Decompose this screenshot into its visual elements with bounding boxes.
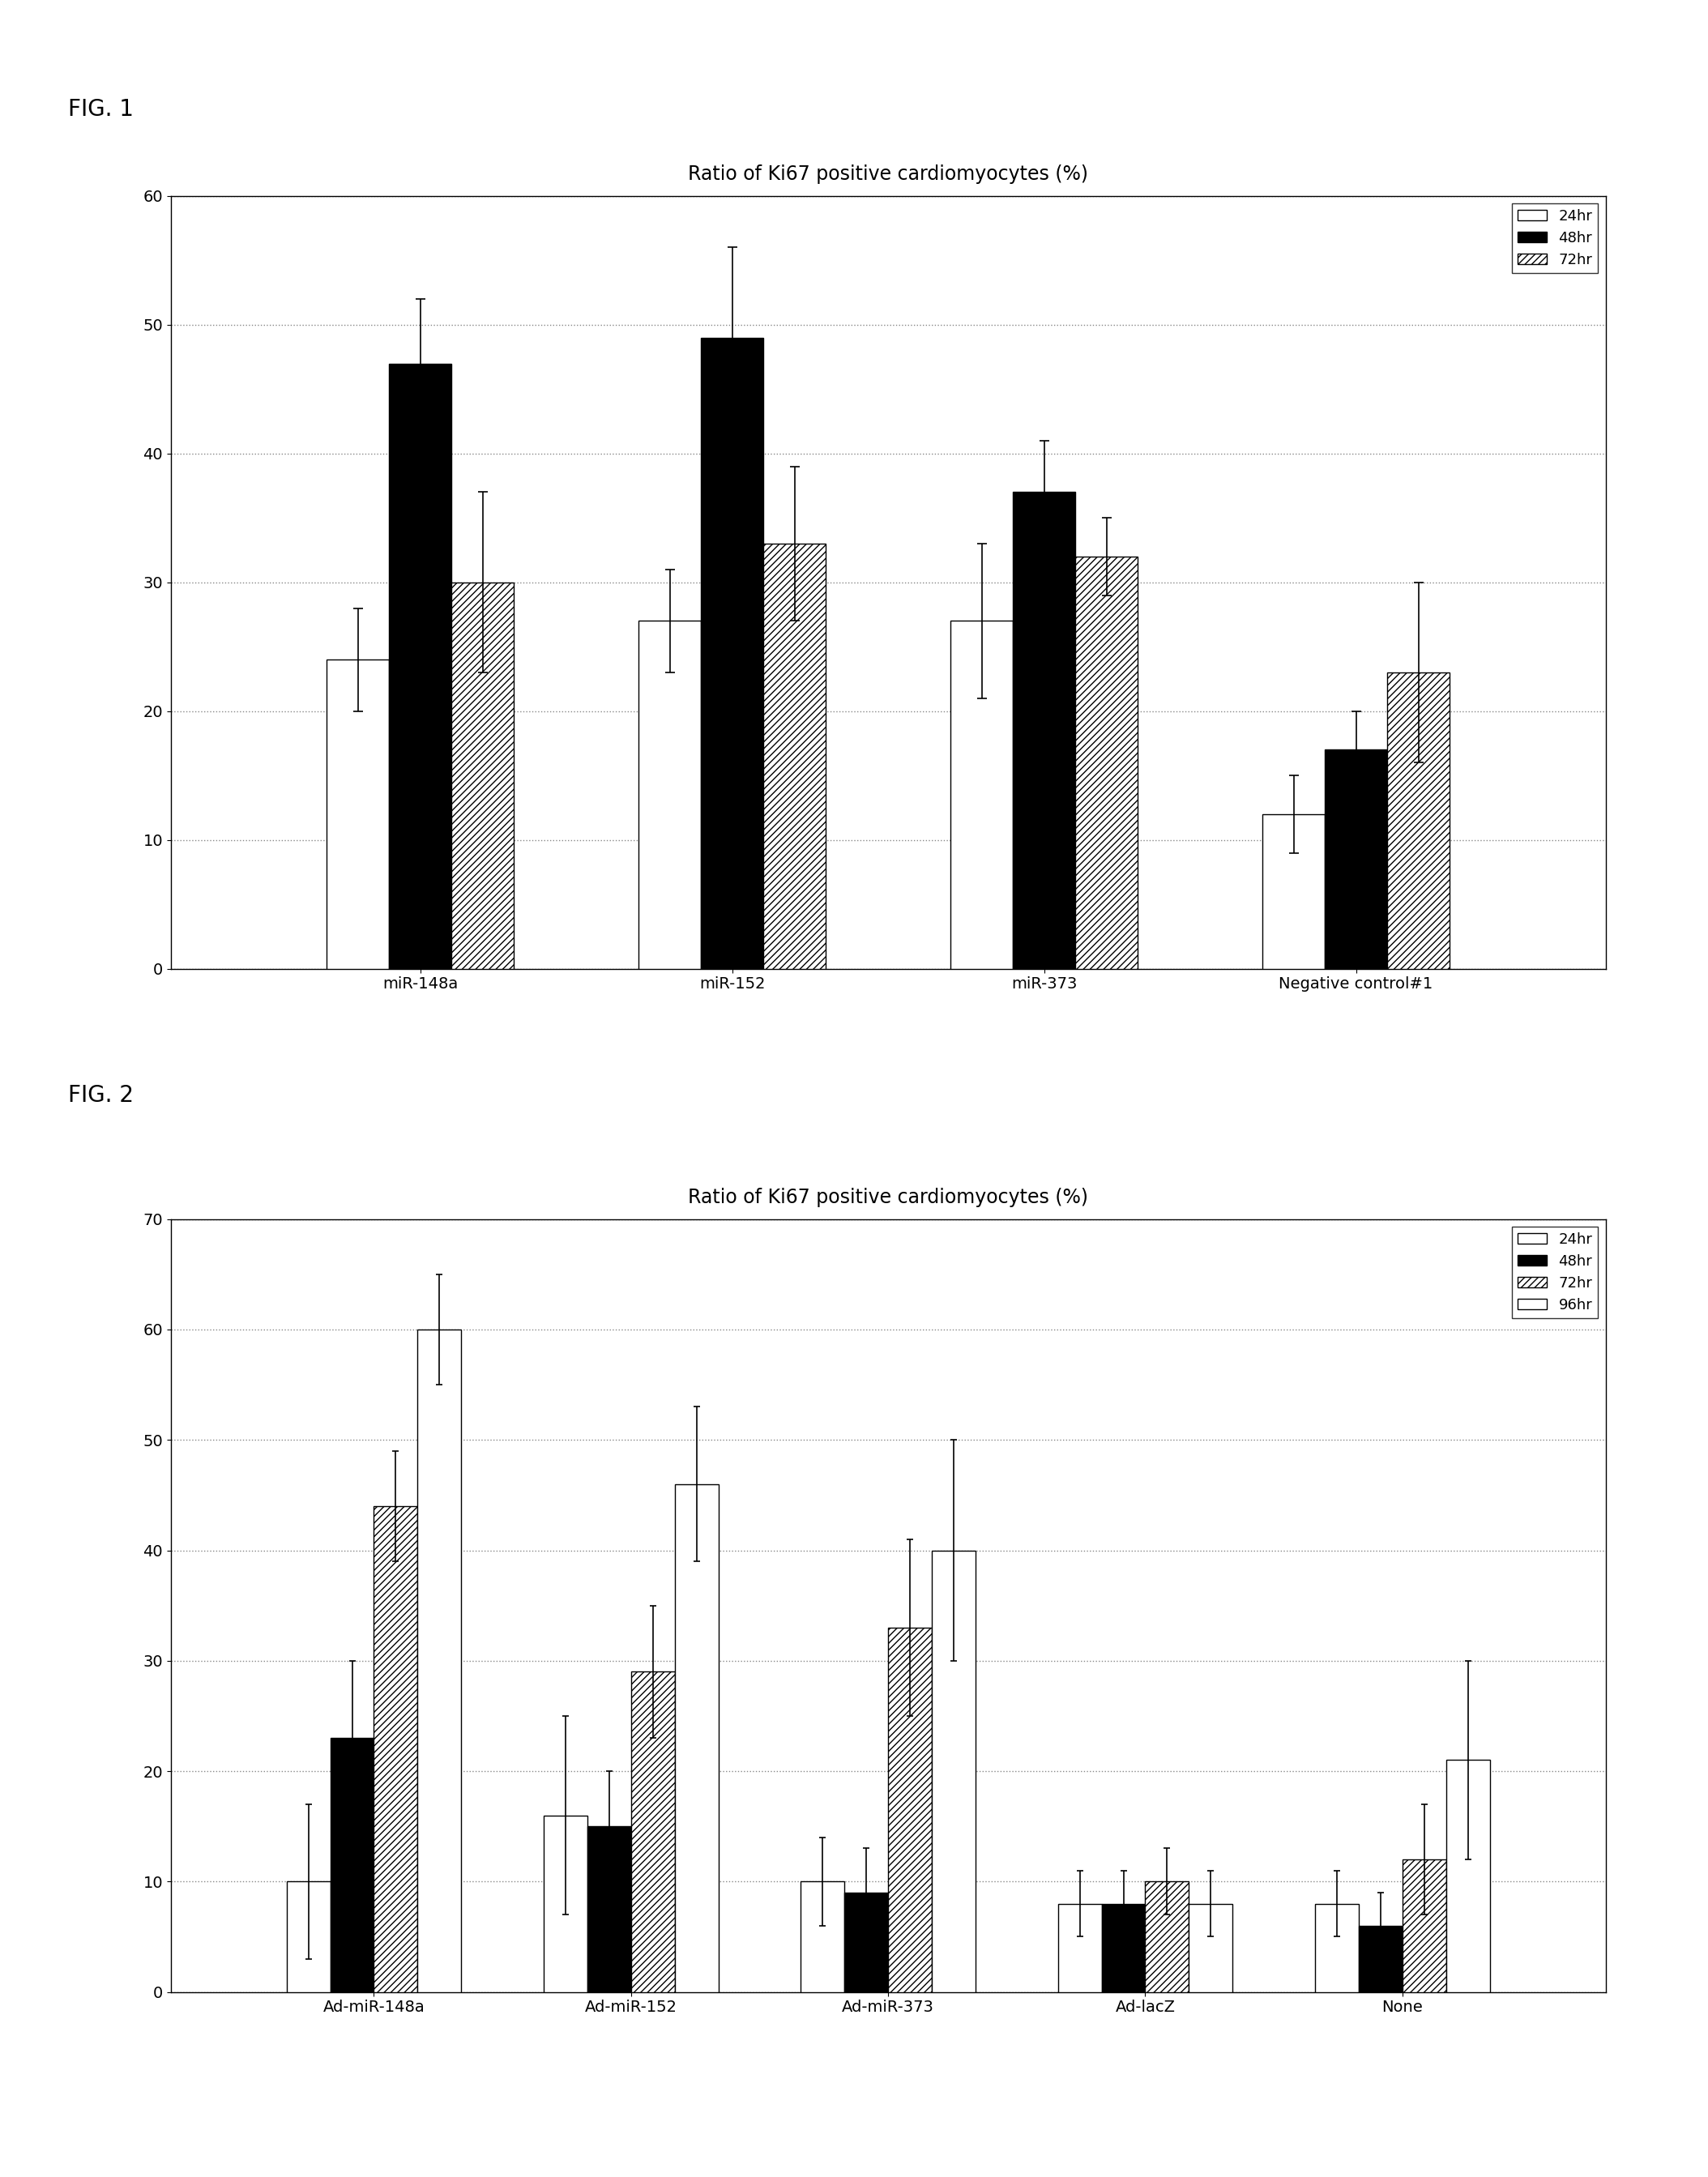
Bar — [374, 1506, 418, 1992]
Bar — [763, 544, 825, 969]
Bar — [1013, 492, 1076, 969]
Bar — [1402, 1859, 1447, 1992]
Title: Ratio of Ki67 positive cardiomyocytes (%): Ratio of Ki67 positive cardiomyocytes (%… — [688, 1189, 1088, 1208]
Bar — [330, 1737, 374, 1992]
Text: FIG. 1: FIG. 1 — [68, 98, 133, 120]
Bar — [326, 660, 389, 969]
Legend: 24hr, 48hr, 72hr, 96hr: 24hr, 48hr, 72hr, 96hr — [1512, 1226, 1599, 1319]
Bar — [1325, 749, 1387, 969]
Bar — [639, 620, 700, 969]
Bar — [451, 581, 514, 969]
Bar — [418, 1330, 461, 1992]
Bar — [1189, 1903, 1233, 1992]
Bar — [933, 1550, 975, 1992]
Bar — [630, 1672, 675, 1992]
Bar — [1146, 1881, 1189, 1992]
Bar — [1358, 1927, 1402, 1992]
Bar — [1447, 1759, 1489, 1992]
Bar — [801, 1881, 844, 1992]
Bar — [675, 1485, 719, 1992]
Bar — [1076, 557, 1138, 969]
Bar — [844, 1892, 888, 1992]
Bar — [1262, 814, 1325, 969]
Bar — [1387, 673, 1450, 969]
Bar — [1102, 1903, 1146, 1992]
Bar — [543, 1816, 588, 1992]
Bar — [389, 364, 451, 969]
Bar — [287, 1881, 330, 1992]
Title: Ratio of Ki67 positive cardiomyocytes (%): Ratio of Ki67 positive cardiomyocytes (%… — [688, 165, 1088, 185]
Bar — [588, 1827, 630, 1992]
Bar — [1315, 1903, 1358, 1992]
Bar — [1057, 1903, 1102, 1992]
Text: FIG. 2: FIG. 2 — [68, 1084, 133, 1106]
Bar — [888, 1628, 933, 1992]
Bar — [700, 337, 763, 969]
Legend: 24hr, 48hr, 72hr: 24hr, 48hr, 72hr — [1512, 202, 1599, 274]
Bar — [951, 620, 1013, 969]
